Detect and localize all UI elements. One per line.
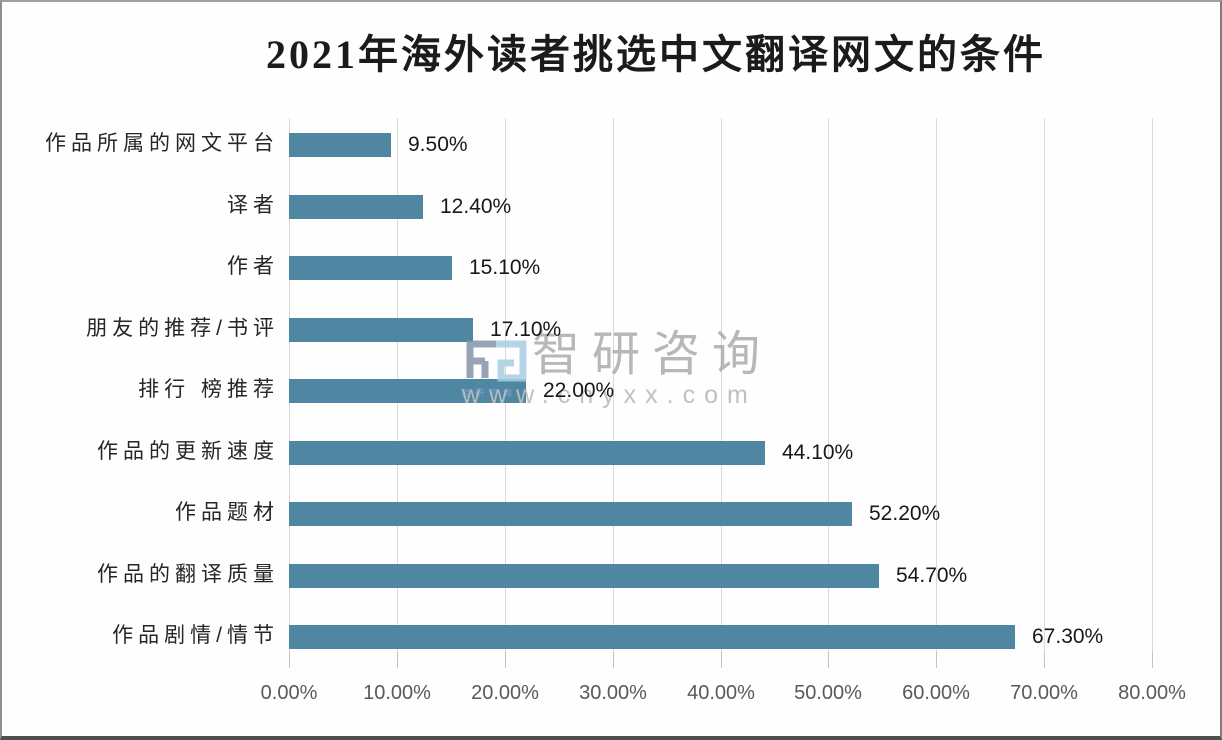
category-label: 排行 榜推荐	[138, 378, 279, 401]
axis-tick	[397, 652, 398, 668]
zhiyan-watermark-logo-icon	[466, 340, 527, 382]
axis-tick	[505, 652, 506, 668]
x-axis-label: 0.00%	[260, 682, 318, 704]
x-axis-label: 60.00%	[902, 682, 970, 704]
x-axis-label: 20.00%	[471, 682, 539, 704]
bar	[289, 564, 879, 588]
gridline	[828, 118, 829, 652]
category-label: 作品的更新速度	[97, 440, 279, 463]
value-label: 44.10%	[782, 441, 854, 464]
category-label: 作品题材	[175, 501, 279, 524]
bar	[289, 379, 526, 403]
x-axis-label: 50.00%	[794, 682, 862, 704]
bar	[289, 256, 452, 280]
value-label: 12.40%	[440, 195, 512, 218]
gridline	[721, 118, 722, 652]
axis-tick	[828, 652, 829, 668]
value-label: 52.20%	[869, 502, 941, 525]
category-label: 朋友的推荐/书评	[86, 317, 279, 340]
category-label: 作品的翻译质量	[97, 563, 279, 586]
x-axis-label: 10.00%	[363, 682, 431, 704]
bar	[289, 133, 391, 157]
x-axis-label: 30.00%	[579, 682, 647, 704]
bar	[289, 625, 1015, 649]
category-label: 作者	[227, 255, 279, 278]
watermark-brand-text: 智研咨询	[532, 328, 773, 381]
axis-tick	[1152, 652, 1153, 668]
value-label: 67.30%	[1032, 625, 1104, 648]
x-axis-label: 70.00%	[1010, 682, 1078, 704]
x-axis-label: 80.00%	[1118, 682, 1186, 704]
axis-tick	[1044, 652, 1045, 668]
gridline	[936, 118, 937, 652]
watermark-logo-caption: 智研咨询	[461, 388, 518, 398]
value-label: 15.10%	[469, 256, 541, 279]
category-label: 作品所属的网文平台	[45, 132, 279, 155]
axis-tick	[721, 652, 722, 668]
gridline	[1044, 118, 1045, 652]
bar	[289, 195, 423, 219]
category-label: 译者	[227, 194, 279, 217]
value-label: 22.00%	[543, 379, 615, 402]
axis-tick	[289, 652, 290, 668]
watermark-url-text: www.chyxx.com	[462, 381, 757, 409]
value-label: 9.50%	[408, 133, 468, 156]
gridline	[1152, 118, 1153, 652]
value-label: 17.10%	[490, 318, 562, 341]
axis-tick	[936, 652, 937, 668]
bar	[289, 441, 765, 465]
axis-tick	[613, 652, 614, 668]
value-label: 54.70%	[896, 564, 968, 587]
x-axis-label: 40.00%	[687, 682, 755, 704]
bar	[289, 318, 473, 342]
category-label: 作品剧情/情节	[112, 624, 279, 647]
chart-title: 2021年海外读者挑选中文翻译网文的条件	[266, 32, 1046, 77]
bar	[289, 502, 852, 526]
gridline	[613, 118, 614, 652]
